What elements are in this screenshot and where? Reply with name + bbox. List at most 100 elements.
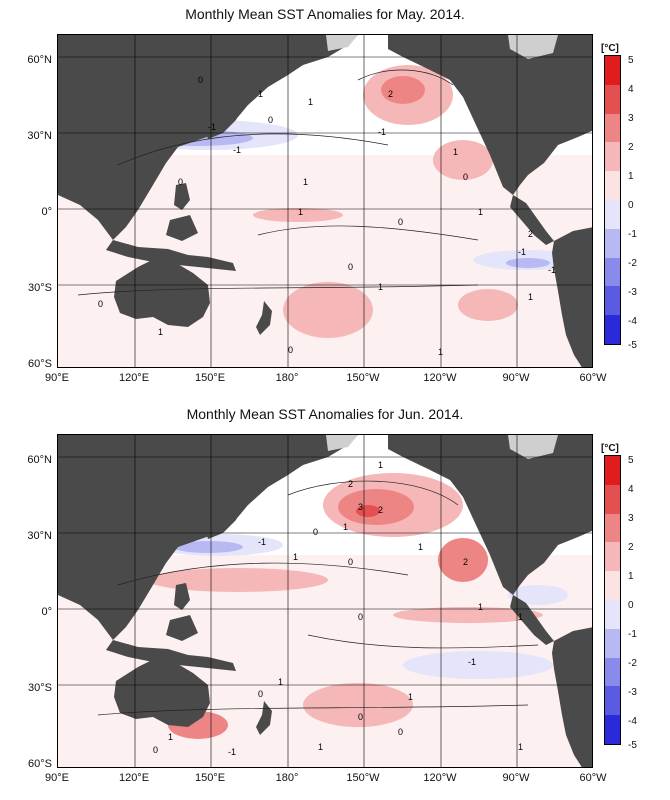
contour-label: 1	[478, 207, 483, 217]
land-mass	[106, 183, 236, 271]
colorbar-unit: [°C]	[601, 443, 619, 454]
land-mass	[388, 435, 592, 595]
lon-label: 150°E	[194, 772, 226, 784]
warm-anomaly-area	[283, 282, 373, 338]
colorbar-tick: -2	[628, 658, 637, 669]
colorbar-tick: 2	[628, 142, 634, 153]
contour-label: -1	[258, 537, 266, 547]
colorbar-segment	[605, 456, 620, 485]
lat-label: 30°N	[27, 530, 52, 542]
cool-anomaly-area	[403, 651, 553, 679]
contour-label: 1	[518, 612, 523, 622]
colorbar-tick: 4	[628, 84, 634, 95]
sst-map-panel-jun: Monthly Mean SST Anomalies for Jun. 2014…	[0, 400, 670, 800]
lat-label: 60°S	[28, 758, 52, 770]
colorbar-tick: 2	[628, 542, 634, 553]
map-title: Monthly Mean SST Anomalies for May. 2014…	[185, 6, 465, 22]
lon-label: 120°W	[423, 772, 457, 784]
land-mass	[256, 701, 272, 735]
land-mass	[206, 90, 244, 139]
colorbar-tick: -2	[628, 258, 637, 269]
colorbar-segment	[605, 228, 620, 258]
land-mass	[58, 435, 358, 640]
cool-anomaly-area	[508, 585, 568, 605]
contour-label: 1	[343, 522, 348, 532]
colorbar-tick: -3	[628, 687, 637, 698]
contour-label: 1	[303, 177, 308, 187]
contour-label: -1	[228, 747, 236, 757]
map-title: Monthly Mean SST Anomalies for Jun. 2014…	[186, 406, 464, 422]
colorbar-tick: -4	[628, 716, 637, 727]
contour-label: 1	[528, 292, 533, 302]
contour-label: 1	[158, 327, 163, 337]
contour-label: 2	[463, 557, 468, 567]
colorbar-segment	[605, 571, 620, 601]
contour-label: 1	[258, 89, 263, 99]
lon-label: 180°	[275, 772, 299, 784]
land-mass	[58, 35, 358, 240]
colorbar-segment	[605, 200, 620, 229]
lon-label: 60°W	[579, 372, 607, 384]
colorbar-segment	[605, 171, 620, 201]
land-mass	[510, 595, 554, 645]
warm-anomaly-area	[148, 568, 328, 592]
contour-line	[117, 133, 389, 166]
contour-label: 0	[258, 689, 263, 699]
colorbar-segment	[605, 84, 620, 114]
colorbar-tick: 5	[628, 455, 634, 466]
land-mass	[552, 227, 592, 367]
lon-label: 90°W	[502, 372, 530, 384]
lat-label: 60°N	[27, 454, 52, 466]
contour-label: 2	[528, 229, 533, 239]
colorbar-tick: 3	[628, 113, 634, 124]
contour-label: 2	[378, 505, 383, 515]
cool-anomaly-area	[506, 258, 550, 268]
colorbar-tick: -5	[628, 340, 637, 351]
colorbar-tick: 1	[628, 171, 634, 182]
contour-line	[97, 704, 529, 716]
warm-anomaly-area	[438, 538, 488, 582]
contour-line	[77, 284, 479, 296]
colorbar	[604, 55, 621, 345]
contour-line	[257, 225, 479, 241]
contour-label: 1	[278, 677, 283, 687]
colorbar-segment	[605, 542, 620, 572]
lat-label: 60°N	[27, 54, 52, 66]
contour-label: 1	[168, 732, 173, 742]
contour-label: 0	[288, 345, 293, 355]
contour-line	[117, 562, 409, 586]
colorbar-tick: -1	[628, 629, 637, 640]
contour-label: 1	[298, 207, 303, 217]
contour-label: -1	[518, 247, 526, 257]
sea-ice	[508, 435, 558, 459]
colorbar-tick: 1	[628, 571, 634, 582]
warm-anomaly-area	[303, 683, 413, 727]
colorbar-segment	[605, 686, 620, 716]
lon-label: 120°W	[423, 372, 457, 384]
contour-label: 0	[358, 712, 363, 722]
contour-label: 1	[308, 97, 313, 107]
lon-label: 150°W	[346, 372, 380, 384]
land-mass	[552, 627, 592, 767]
lon-label: 60°W	[579, 772, 607, 784]
contour-label: 0	[153, 745, 158, 755]
contour-label: 3	[358, 502, 363, 512]
colorbar	[604, 455, 621, 745]
colorbar-tick: -1	[628, 229, 637, 240]
land-mass	[114, 657, 210, 727]
map-frame: 0 1 2 -1 0 1 -1 0 1 -1 1 0 1 0 1 2 -1 -1 1 0 1 0 1 0 1	[57, 34, 593, 368]
colorbar-segment	[605, 628, 620, 658]
colorbar-tick: 5	[628, 55, 634, 66]
contour-label: 0	[348, 262, 353, 272]
contour-line	[307, 634, 539, 649]
contour-label: 1	[378, 460, 383, 470]
contour-line	[287, 480, 459, 506]
colorbar-tick: 0	[628, 200, 634, 211]
colorbar-segment	[605, 657, 620, 687]
land-mass	[106, 583, 236, 671]
contour-label: 1	[438, 347, 443, 357]
colorbar-segment	[605, 113, 620, 143]
contour-label: 0	[313, 527, 318, 537]
